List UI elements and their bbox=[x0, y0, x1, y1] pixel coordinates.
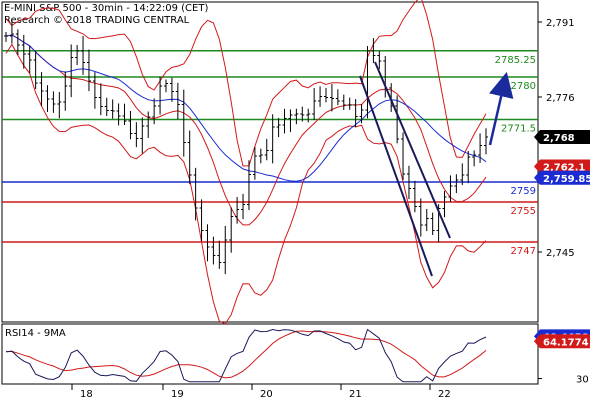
rsi-line bbox=[5, 328, 487, 383]
rsi-badge-bg bbox=[540, 334, 590, 349]
level-label-2771.5: 2771.5 bbox=[501, 124, 536, 135]
level-label-2785.25: 2785.25 bbox=[495, 55, 536, 66]
level-label-2780: 2780 bbox=[511, 81, 536, 92]
trend-channel-lower bbox=[359, 75, 433, 277]
price-badge-pointer bbox=[534, 130, 540, 144]
x-tick-label: 22 bbox=[438, 389, 451, 400]
rsi-badge-label: 64.1774 bbox=[543, 337, 589, 348]
price-badge-label: 2,762.1 bbox=[543, 163, 585, 174]
level-label-2759: 2759 bbox=[511, 186, 536, 197]
level-label-2747: 2747 bbox=[511, 246, 536, 257]
rsi-label: RSI14 - 9MA bbox=[5, 328, 66, 339]
x-tick-label: 20 bbox=[260, 389, 273, 400]
bollinger-upper-line bbox=[5, 0, 487, 167]
chart-title: E-MINI S&P 500 - 30min - 14:22:09 (CET) bbox=[4, 3, 208, 14]
rsi-panel-frame bbox=[1, 323, 539, 385]
rsi-ma-line bbox=[5, 330, 487, 379]
price-badge-pointer bbox=[534, 159, 540, 174]
price-badge-bg bbox=[540, 130, 590, 144]
x-tick-label: 18 bbox=[80, 389, 93, 400]
rsi-badge-pointer bbox=[534, 334, 540, 349]
rsi-tick-label: 30 bbox=[576, 375, 589, 386]
x-tick-label: 19 bbox=[171, 389, 184, 400]
target-arrow bbox=[488, 71, 514, 146]
price-badge-label: 2,768 bbox=[543, 133, 575, 144]
trend-channel-upper bbox=[374, 61, 451, 239]
moving-average-line bbox=[5, 34, 487, 182]
price-badge-bg bbox=[540, 170, 590, 185]
chart-subtitle: Research © 2018 TRADING CENTRAL bbox=[4, 15, 190, 26]
ohlc-bars bbox=[4, 19, 488, 275]
price-tick-label: 2,745 bbox=[546, 248, 575, 259]
price-tick-label: 2,791 bbox=[546, 18, 575, 29]
level-label-2755: 2755 bbox=[511, 206, 536, 217]
price-badge-bg bbox=[540, 159, 590, 174]
bollinger-lower-line bbox=[5, 43, 487, 325]
price-tick-label: 2,776 bbox=[546, 93, 575, 104]
price-badge-label: 2,759.85 bbox=[543, 174, 590, 185]
x-tick-label: 21 bbox=[349, 389, 362, 400]
price-badge-pointer bbox=[534, 170, 540, 185]
bollinger-mid-line bbox=[5, 34, 487, 226]
